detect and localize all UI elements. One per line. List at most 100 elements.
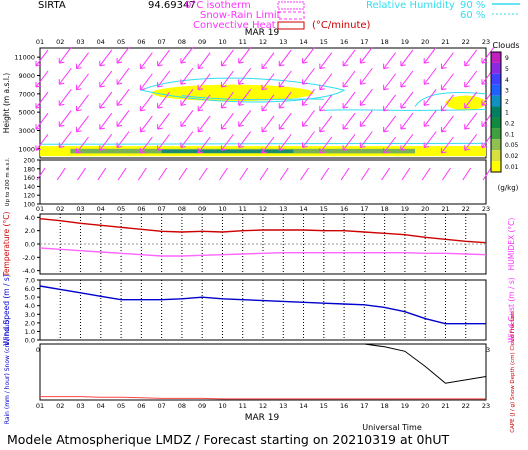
wind-arrow-head bbox=[342, 124, 349, 130]
hour-tick-label: 01 bbox=[36, 205, 44, 213]
y-axis-label: Wind Speed (m / s) bbox=[2, 274, 11, 346]
wind-arrow bbox=[197, 94, 211, 112]
wind-arrow-head bbox=[99, 124, 105, 130]
colorbar-tick: 5 bbox=[505, 66, 509, 73]
wind-arrow-head bbox=[116, 142, 123, 148]
legend-rh-90: 90 % bbox=[460, 0, 485, 11]
wind-arrow-head bbox=[383, 63, 389, 70]
y-tick-label: 3.0 bbox=[25, 311, 35, 319]
hour-tick-label: 20 bbox=[421, 38, 429, 46]
station-name: SIRTA bbox=[38, 0, 66, 11]
hour-tick-label: 12 bbox=[259, 38, 267, 46]
hour-tick-label: 23 bbox=[482, 205, 490, 213]
wind-arrow-head bbox=[180, 58, 187, 64]
wind-arrow bbox=[342, 112, 356, 130]
y-tick-label: 5.0 bbox=[25, 294, 35, 302]
wind-arrow-head bbox=[180, 79, 187, 85]
colorbar-tick: 0.02 bbox=[505, 153, 519, 160]
y-tick-label: 4.0 bbox=[25, 214, 35, 222]
wind-arrow-head bbox=[157, 103, 163, 109]
hour-tick-label: 19 bbox=[401, 402, 409, 410]
y-axis-label: Height (m a.s.l.) bbox=[2, 73, 11, 134]
wind-arrow bbox=[421, 167, 431, 181]
wind-arrow-head bbox=[76, 126, 82, 133]
wind-arrow bbox=[302, 110, 315, 127]
colorbar-swatch bbox=[491, 52, 501, 63]
series-humidex bbox=[39, 247, 487, 257]
hour-tick-label: 13 bbox=[279, 38, 287, 46]
wind-arrow bbox=[180, 89, 194, 106]
hour-tick-label: 23 bbox=[482, 38, 490, 46]
hour-tick-label: 20 bbox=[421, 205, 429, 213]
wind-arrow bbox=[359, 46, 373, 64]
y-axis-label: Temperature (°C) bbox=[2, 212, 11, 278]
hour-tick-label: 14 bbox=[299, 38, 307, 46]
wind-arrow bbox=[278, 91, 292, 109]
station-coords: 94.69347 bbox=[148, 0, 196, 11]
wind-arrow bbox=[278, 70, 292, 88]
wind-arrow bbox=[99, 91, 113, 109]
y-tick-label: 1000 bbox=[18, 145, 35, 153]
wind-arrow-head bbox=[464, 145, 470, 151]
hour-tick-label: 08 bbox=[178, 205, 186, 213]
hour-tick-label: 02 bbox=[56, 38, 64, 46]
colorbar-swatch bbox=[491, 73, 501, 85]
hour-tick-label: 22 bbox=[462, 205, 470, 213]
wind-arrow-head bbox=[319, 84, 325, 91]
series-rain bbox=[40, 396, 486, 400]
wind-arrow bbox=[423, 46, 437, 64]
wind-arrow bbox=[319, 73, 333, 91]
wind-arrow bbox=[116, 46, 130, 64]
wind-arrow-head bbox=[481, 100, 488, 106]
wind-arrow bbox=[239, 167, 249, 181]
wind-arrow bbox=[342, 91, 356, 109]
wind-arrow-head bbox=[197, 148, 204, 154]
wind-arrow bbox=[482, 167, 492, 181]
wind-arrow bbox=[300, 167, 309, 181]
wind-arrow-head bbox=[400, 60, 407, 67]
hour-tick-label: 01 bbox=[36, 38, 44, 46]
wind-arrow-head bbox=[180, 142, 187, 148]
hour-tick-label: 07 bbox=[157, 402, 165, 410]
wind-arrow-head bbox=[197, 84, 204, 91]
wind-arrow-head bbox=[58, 79, 65, 85]
wind-arrow bbox=[58, 89, 72, 106]
hour-tick-label: 02 bbox=[56, 205, 64, 213]
wind-arrow-head bbox=[157, 124, 163, 130]
cloud-layer-low-dense bbox=[161, 149, 294, 153]
colorbar-swatch bbox=[491, 128, 501, 140]
wind-arrow bbox=[400, 133, 414, 151]
wind-arrow-head bbox=[197, 126, 204, 133]
hour-tick-label: 21 bbox=[441, 38, 449, 46]
rh-contour bbox=[414, 92, 487, 107]
y-axis-label-right: CAPE (J / g) Snow Depth (cm) Cloud Fract… bbox=[510, 311, 516, 433]
wind-arrow bbox=[157, 133, 171, 151]
wind-arrow-head bbox=[302, 142, 308, 148]
wind-arrow-head bbox=[220, 82, 227, 88]
hour-tick-label: 17 bbox=[360, 402, 368, 410]
wind-arrow-head bbox=[319, 148, 325, 154]
wind-arrow bbox=[464, 133, 478, 151]
hour-tick-label: 11 bbox=[239, 205, 247, 213]
wind-arrow-head bbox=[440, 105, 447, 112]
wind-arrow-head bbox=[383, 84, 389, 91]
wind-arrow bbox=[180, 46, 194, 64]
wind-arrow-head bbox=[302, 121, 308, 127]
wind-arrow-head bbox=[423, 142, 430, 148]
wind-arrow bbox=[139, 136, 153, 154]
y-tick-label: 120 bbox=[24, 193, 36, 200]
wind-arrow bbox=[261, 115, 275, 133]
wind-arrow bbox=[442, 167, 451, 181]
wind-arrow-head bbox=[35, 145, 42, 151]
wind-arrow bbox=[464, 112, 478, 130]
y-tick-label: 5000 bbox=[18, 109, 35, 117]
wind-arrow bbox=[58, 46, 72, 64]
wind-arrow bbox=[441, 115, 454, 133]
wind-arrow bbox=[319, 94, 333, 112]
wind-arrow-head bbox=[180, 121, 187, 127]
y-tick-label: 1.0 bbox=[25, 328, 35, 336]
wind-arrow bbox=[180, 131, 194, 148]
colorbar-tick: 0.2 bbox=[505, 120, 515, 127]
wind-arrow bbox=[359, 89, 373, 106]
hour-tick-label: 05 bbox=[117, 402, 125, 410]
